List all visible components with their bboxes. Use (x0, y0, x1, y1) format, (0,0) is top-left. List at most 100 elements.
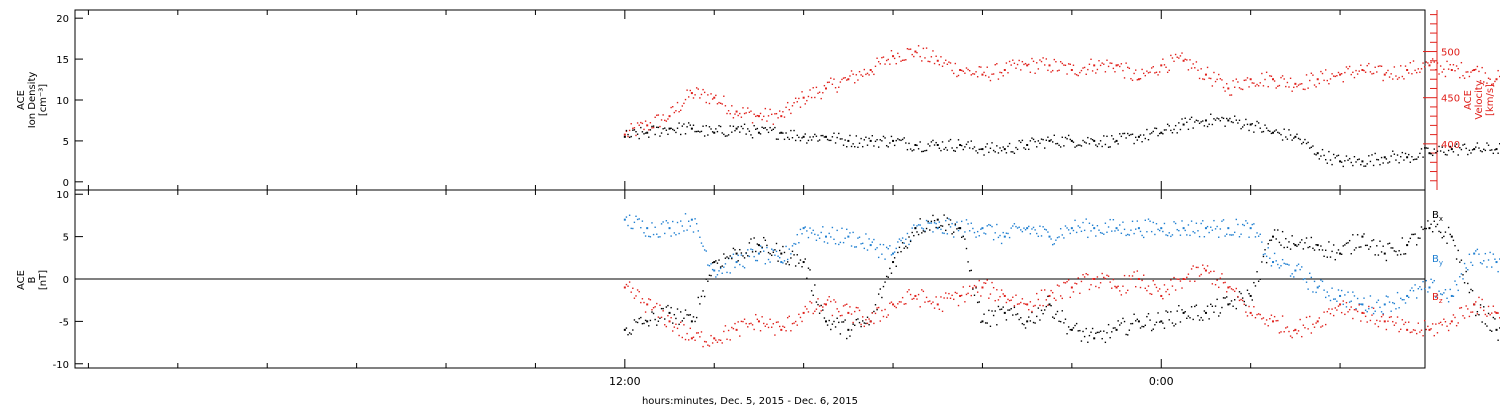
velocity-data-point (936, 59, 939, 62)
by-sample-dot (763, 250, 765, 252)
bx-sample-dot (635, 321, 637, 323)
bz-sample-dot (1221, 273, 1223, 275)
velocity-sample-dot (1486, 82, 1488, 84)
density-sample-dot (627, 133, 629, 136)
velocity-sample-dot (1123, 77, 1126, 79)
bz-sample-dot (1385, 328, 1388, 331)
by-sample-dot (769, 261, 771, 263)
bx-sample-dot (1127, 334, 1129, 336)
bx-sample-dot (1312, 247, 1314, 250)
by-sample-dot (1101, 232, 1103, 234)
bx-sample-dot (1224, 297, 1226, 299)
velocity-sample-dot (1044, 64, 1046, 66)
density-sample-dot (887, 146, 889, 148)
by-sample-dot (1476, 248, 1479, 251)
by-sample-dot (933, 222, 936, 224)
by-sample-dot (1494, 258, 1496, 260)
bz-sample-dot (1433, 334, 1435, 337)
bz-sample-dot (1085, 272, 1087, 275)
velocity-sample-dot (1240, 88, 1242, 90)
density-sample-dot (1288, 129, 1290, 131)
velocity-sample-dot (1082, 67, 1084, 69)
bx-sample-dot (707, 280, 709, 282)
bz-sample-dot (630, 291, 632, 293)
bz-sample-dot (664, 324, 666, 326)
by-sample-dot (1321, 280, 1324, 283)
bx-sample-dot (1449, 233, 1451, 236)
bz-sample-dot (1494, 311, 1496, 313)
velocity-sample-dot (1309, 79, 1311, 82)
by-sample-dot (708, 264, 711, 267)
density-sample-dot (726, 135, 728, 137)
velocity-sample-dot (1015, 67, 1017, 69)
velocity-sample-dot (868, 74, 870, 76)
density-sample-dot (1198, 122, 1201, 125)
bz-sample-dot (1462, 315, 1464, 317)
legend-bx: Bx (1432, 210, 1443, 223)
density-sample-dot (1302, 141, 1305, 144)
density-sample-dot (678, 122, 680, 124)
by-sample-dot (1372, 312, 1375, 315)
velocity-tick-label: 400 (1441, 140, 1460, 151)
velocity-sample-dot (1334, 75, 1336, 78)
bz-sample-dot (844, 304, 846, 306)
bx-sample-dot (788, 263, 790, 266)
velocity-sample-dot (973, 73, 976, 75)
bx-sample-dot (676, 308, 679, 310)
velocity-sample-dot (672, 105, 674, 108)
by-sample-dot (1299, 268, 1301, 271)
density-sample-dot (1021, 139, 1024, 142)
bz-sample-dot (737, 321, 739, 323)
bz-sample-dot (1211, 283, 1214, 285)
bz-sample-dot (933, 307, 936, 309)
bx-data-point (1048, 303, 1051, 306)
bx-sample-dot (879, 288, 881, 290)
density-sample-dot (761, 126, 763, 129)
bx-data-point (1361, 235, 1364, 238)
density-sample-dot (1128, 134, 1131, 137)
density-sample-dot (1462, 144, 1464, 146)
bz-sample-dot (1189, 280, 1191, 282)
velocity-sample-dot (651, 127, 653, 129)
velocity-sample-dot (828, 81, 830, 83)
by-sample-dot (873, 238, 875, 241)
bz-sample-dot (1382, 314, 1384, 316)
bx-sample-dot (1032, 321, 1035, 324)
bz-sample-dot (940, 296, 942, 298)
velocity-sample-dot (786, 101, 789, 104)
velocity-sample-dot (905, 59, 907, 61)
velocity-sample-dot (1189, 59, 1191, 61)
bx-sample-dot (1253, 281, 1255, 284)
by-sample-dot (1208, 231, 1210, 234)
by-sample-dot (1152, 221, 1154, 224)
bx-sample-dot (1414, 233, 1416, 235)
density-sample-dot (1241, 126, 1244, 128)
bx-sample-dot (1324, 249, 1327, 251)
density-sample-dot (940, 149, 942, 152)
velocity-sample-dot (1162, 58, 1164, 60)
bx-sample-dot (729, 255, 731, 257)
bx-sample-dot (649, 319, 652, 322)
density-sample-dot (1296, 133, 1298, 135)
velocity-sample-dot (729, 112, 731, 115)
bx-sample-dot (1454, 245, 1456, 247)
velocity-sample-dot (1411, 73, 1413, 75)
velocity-sample-dot (1497, 69, 1499, 72)
density-sample-dot (1259, 127, 1261, 129)
bz-sample-dot (852, 321, 854, 324)
density-sample-dot (1364, 165, 1367, 167)
by-sample-dot (1154, 233, 1156, 236)
velocity-sample-dot (1203, 78, 1206, 81)
by-sample-dot (826, 242, 829, 244)
velocity-sample-dot (1024, 62, 1027, 65)
bx-sample-dot (1216, 298, 1218, 301)
velocity-sample-dot (1395, 75, 1397, 77)
bx-sample-dot (941, 225, 944, 227)
bx-sample-dot (1077, 330, 1079, 332)
bz-sample-dot (799, 316, 802, 319)
velocity-sample-dot (772, 123, 775, 125)
velocity-data-point (1361, 69, 1364, 71)
by-sample-dot (724, 263, 727, 265)
velocity-sample-dot (1251, 82, 1253, 84)
velocity-sample-dot (740, 116, 743, 118)
